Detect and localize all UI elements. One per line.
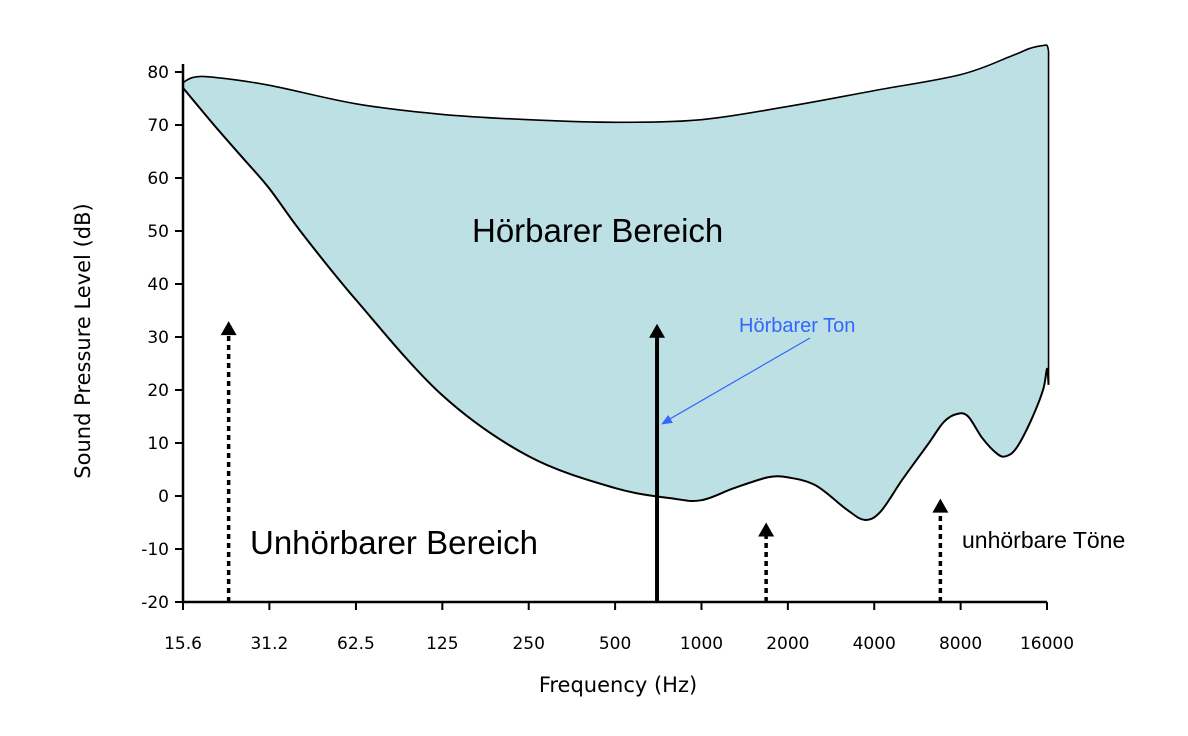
inaudible-tone-arrowhead [758, 522, 775, 537]
inaudible-area-label: Unhörbarer Bereich [250, 524, 538, 561]
inaudible-tone-arrowhead [932, 498, 949, 513]
x-tick-label: 8000 [939, 634, 982, 654]
y-tick-label: 10 [147, 434, 169, 454]
y-axis-title: Sound Pressure Level (dB) [71, 203, 95, 478]
x-tick-label: 1000 [680, 634, 723, 654]
x-tick-label: 125 [426, 634, 458, 654]
audible-tone-label: Hörbarer Ton [739, 315, 855, 337]
y-tick-label: 80 [147, 63, 169, 83]
y-tick-label: 50 [147, 222, 169, 242]
audible-area-fill [183, 44, 1049, 520]
x-tick-label: 16000 [1020, 634, 1074, 654]
y-tick-label: -20 [141, 593, 169, 613]
inaudible-tones-label: unhörbare Töne [962, 527, 1125, 553]
x-tick-label: 250 [512, 634, 544, 654]
x-tick-label: 500 [599, 634, 631, 654]
y-tick-label: 30 [147, 328, 169, 348]
x-tick-label: 15.6 [164, 634, 202, 654]
audible-area-label: Hörbarer Bereich [472, 212, 723, 249]
audible-tone-arrowhead [649, 323, 666, 338]
x-tick-label: 4000 [853, 634, 896, 654]
hearing-threshold-line [182, 87, 1050, 521]
x-axis-title: Frequency (Hz) [539, 673, 697, 697]
x-tick-label: 62.5 [337, 634, 375, 654]
audible-area-layer [182, 44, 1050, 521]
labels-layer: Frequency (Hz) Sound Pressure Level (dB)… [71, 203, 1125, 697]
y-tick-label: 20 [147, 381, 169, 401]
y-tick-label: 40 [147, 275, 169, 295]
y-tick-label: 0 [158, 487, 169, 507]
x-tick-label: 31.2 [250, 634, 288, 654]
audible-tone-pointer-line [668, 337, 811, 420]
inaudible-tone-arrowhead [220, 321, 237, 336]
audible-tone-pointer-head [661, 415, 673, 425]
y-tick-label: 70 [147, 116, 169, 136]
tone-arrows-layer [220, 321, 949, 602]
upper-threshold-line [182, 44, 1050, 124]
axes-layer: 80 70 60 50 40 30 20 10 0 -10 -20 15.6 31.2 62.5 125 25… [141, 63, 1074, 654]
y-tick-label: 60 [147, 169, 169, 189]
y-tick-label: -10 [141, 540, 169, 560]
x-tick-label: 2000 [766, 634, 809, 654]
